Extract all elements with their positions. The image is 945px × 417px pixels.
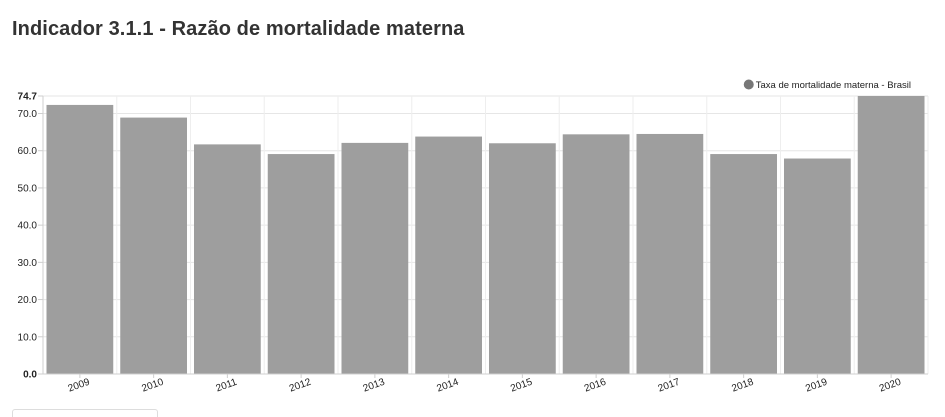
y-axis: 0.0 10.0 20.0 30.0 40.0 50.0 60.0 70.0 74.7	[18, 92, 44, 381]
x-tick-label-2009: 2009	[67, 377, 92, 395]
table-toggle-button[interactable]	[12, 409, 158, 417]
x-tick-label-2013: 2013	[362, 377, 387, 395]
bar-2019	[784, 158, 851, 374]
bar-2020	[857, 96, 925, 374]
x-tick-label-2017: 2017	[657, 377, 682, 395]
y-tick-label: 60.0	[18, 146, 38, 157]
y-tick-label: 0.0	[23, 370, 37, 381]
x-tick-label-2020: 2020	[878, 377, 903, 395]
chart-grid	[42, 95, 929, 375]
chart-legend: Taxa de mortalidade materna - Brasil	[743, 79, 911, 91]
bar-2013	[341, 142, 409, 374]
bar-2015	[489, 143, 556, 374]
bar-2011	[194, 144, 261, 374]
bar-2014	[415, 136, 482, 374]
y-tick-label: 40.0	[18, 221, 38, 232]
y-tick-label: 30.0	[18, 258, 38, 269]
x-tick-label-2015: 2015	[509, 377, 534, 395]
x-tick-label-2014: 2014	[435, 377, 460, 395]
x-tick-label-2016: 2016	[583, 377, 608, 395]
x-tick-label-2019: 2019	[804, 377, 829, 395]
page-title: Indicador 3.1.1 - Razão de mortalidade m…	[12, 18, 465, 40]
bar-chart: 0.0 10.0 20.0 30.0 40.0 50.0 60.0 70.0 74.7 2009…	[18, 79, 929, 395]
bar-2012	[267, 154, 335, 374]
y-tick-label: 50.0	[18, 183, 38, 194]
bar-2009	[46, 104, 114, 374]
legend-marker-icon	[743, 79, 754, 90]
y-tick-label: 70.0	[18, 109, 38, 120]
x-axis: 2009 2010 2011 2012 2013 2014 2015 2016 2017 2018…	[43, 373, 928, 395]
y-tick-label: 10.0	[18, 332, 38, 343]
y-tick-label: 74.7	[18, 92, 38, 103]
legend-label: Taxa de mortalidade materna - Brasil	[756, 80, 911, 91]
bar-2016	[562, 134, 630, 374]
x-tick-label-2010: 2010	[140, 377, 165, 395]
bar-2018	[710, 154, 777, 374]
x-tick-label-2011: 2011	[215, 377, 239, 395]
bar-2010	[120, 117, 187, 374]
bar-2017	[636, 133, 704, 374]
chart-bars	[46, 96, 925, 374]
x-tick-label-2012: 2012	[288, 377, 313, 395]
y-tick-label: 20.0	[18, 295, 38, 306]
x-tick-label-2018: 2018	[730, 377, 755, 395]
